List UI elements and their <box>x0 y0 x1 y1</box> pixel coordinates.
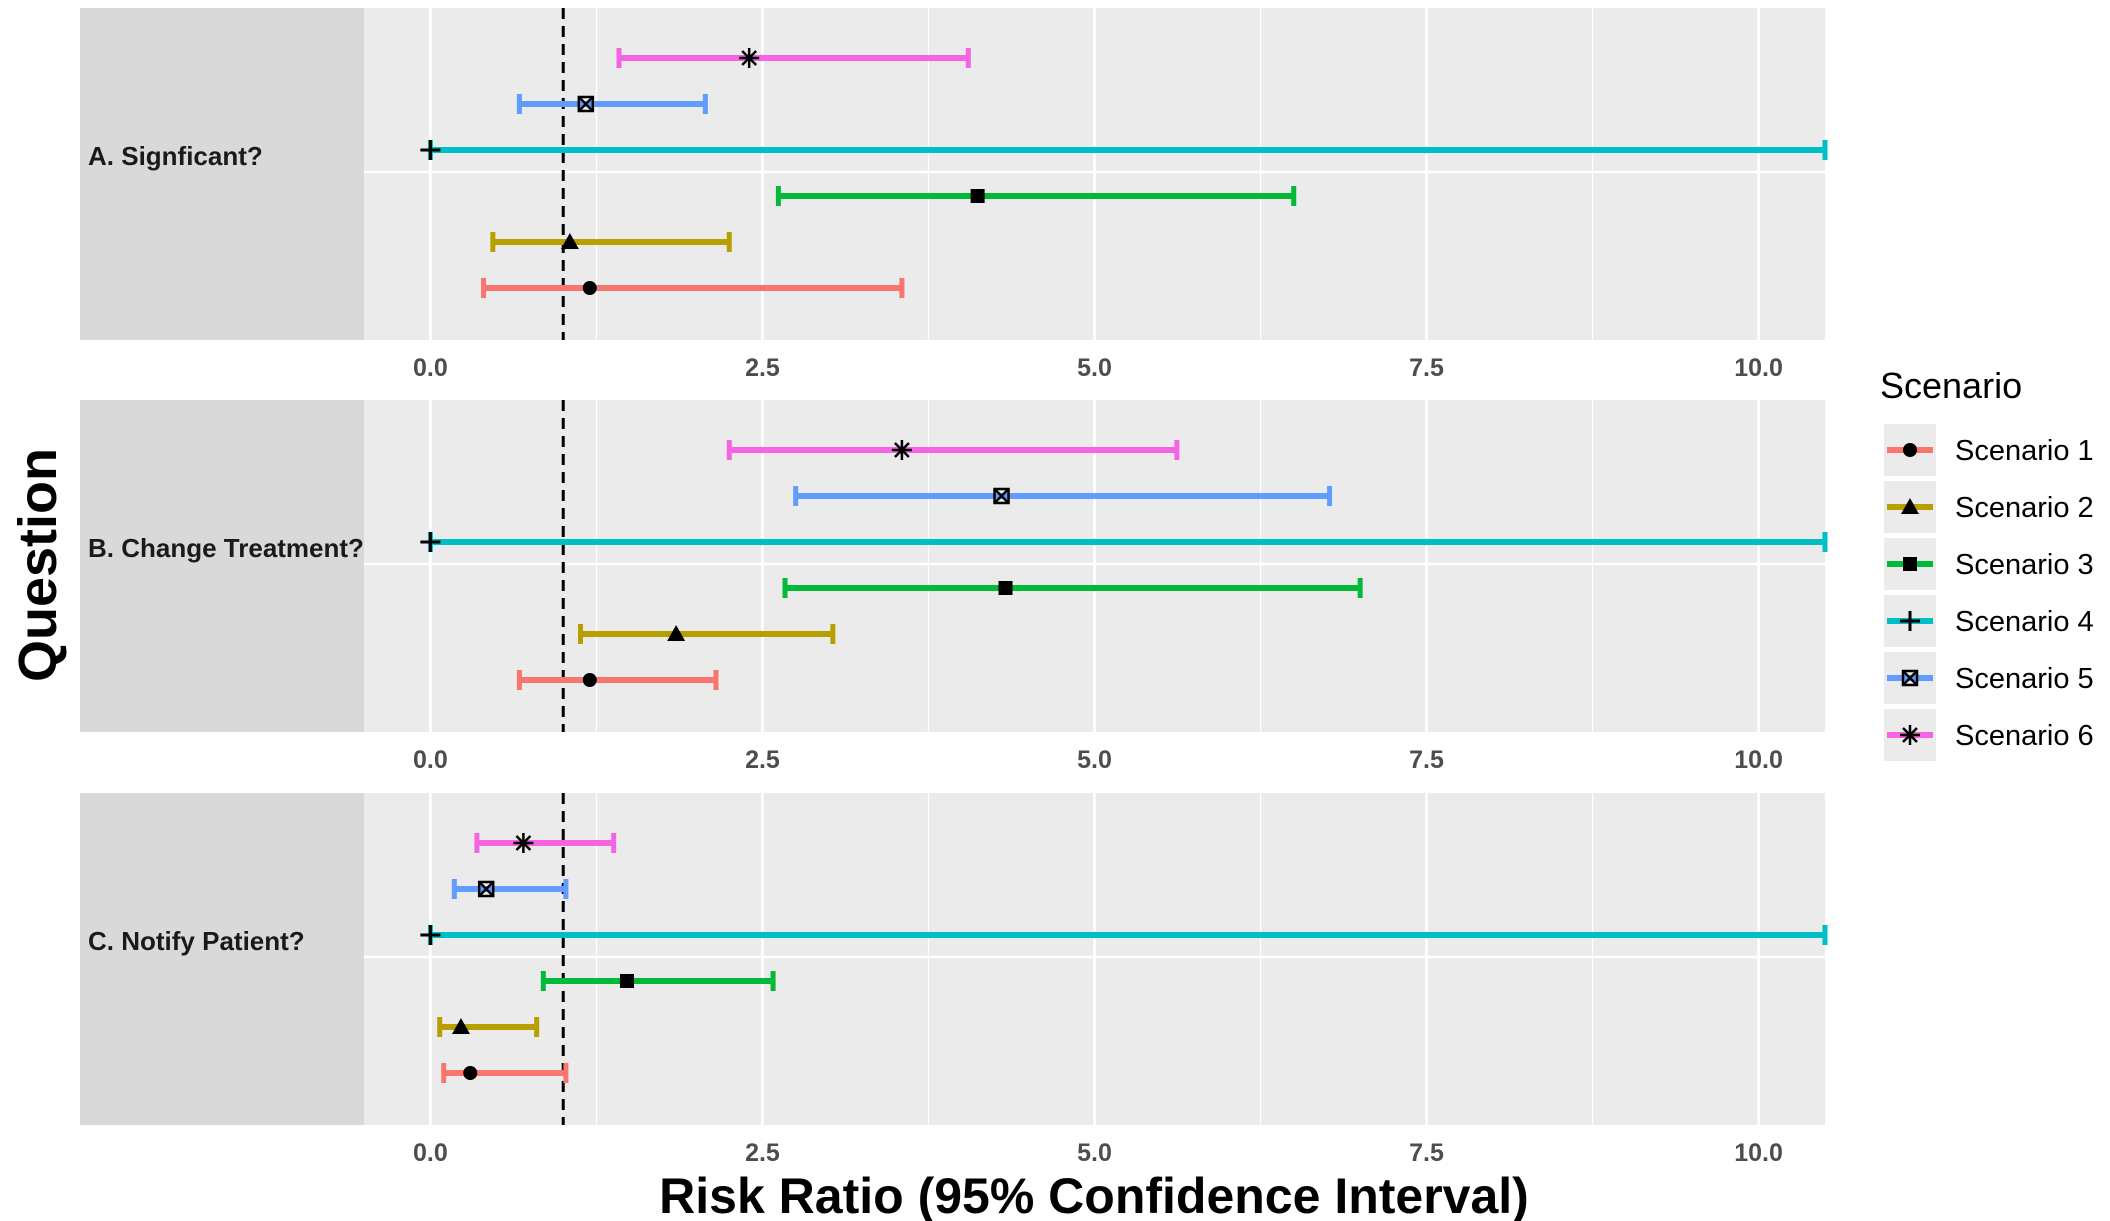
x-tick-label: 5.0 <box>1077 354 1112 382</box>
estimate-scenario-2 <box>490 232 732 252</box>
point-estimate <box>582 673 597 687</box>
estimate-scenario-1 <box>481 278 905 298</box>
panel-2: B. Change Treatment? 0.0 2.5 5.0 7.5 10.0 <box>80 400 1828 774</box>
point-estimate <box>667 625 686 641</box>
estimate-scenario-6 <box>616 48 971 68</box>
point-estimate <box>993 487 1010 505</box>
estimate-scenario-1 <box>441 1063 569 1083</box>
estimate-scenario-4 <box>420 532 1828 552</box>
legend-item-3: Scenario 3 <box>1884 538 2094 590</box>
point-estimate <box>463 1066 478 1080</box>
legend-marker <box>1901 669 1919 687</box>
point-estimate <box>891 440 912 460</box>
estimate-scenario-3 <box>540 971 776 991</box>
estimate-scenario-4 <box>420 925 1828 945</box>
point-estimate <box>560 233 579 249</box>
legend-marker <box>1903 557 1917 571</box>
legend-item-2: Scenario 2 <box>1884 481 2094 533</box>
point-estimate <box>619 974 634 988</box>
point-estimate <box>998 581 1013 595</box>
panel-label: A. Signficant? <box>88 141 263 171</box>
x-tick-label: 0.0 <box>413 746 448 774</box>
legend-marker <box>1900 725 1920 745</box>
x-tick-label: 7.5 <box>1409 1139 1444 1167</box>
x-tick-label: 2.5 <box>745 746 780 774</box>
point-estimate <box>970 189 985 203</box>
x-tick-label: 10.0 <box>1734 746 1783 774</box>
legend-item-5: Scenario 5 <box>1884 652 2094 704</box>
legend-item-1: Scenario 1 <box>1884 424 2094 476</box>
legend-marker <box>1903 443 1917 457</box>
legend-label: Scenario 2 <box>1955 492 2094 524</box>
x-tick-label: 2.5 <box>745 354 780 382</box>
estimate-scenario-2 <box>437 1017 540 1037</box>
panel-3: C. Notify Patient? 0.0 2.5 5.0 7.5 10.0 <box>80 793 1828 1167</box>
panels-layer: A. Signficant?0.0 2.5 5.0 7.5 10.0B. Change … <box>80 8 1828 1167</box>
estimate-scenario-1 <box>516 670 719 690</box>
panel-strip <box>80 793 364 1125</box>
legend-label: Scenario 1 <box>1955 435 2094 467</box>
estimate-scenario-3 <box>775 186 1297 206</box>
legend-label: Scenario 5 <box>1955 663 2094 695</box>
point-estimate <box>582 281 597 295</box>
legend-title: Scenario <box>1880 365 2022 406</box>
point-estimate <box>577 95 595 113</box>
legend-item-4: Scenario 4 <box>1884 595 2094 647</box>
x-tick-label: 10.0 <box>1734 1139 1783 1167</box>
estimate-scenario-2 <box>577 624 836 644</box>
estimate-scenario-5 <box>451 879 569 899</box>
point-estimate <box>513 833 534 853</box>
x-tick-label: 0.0 <box>413 1139 448 1167</box>
panel-label: C. Notify Patient? <box>88 926 305 956</box>
estimate-scenario-3 <box>782 578 1363 598</box>
legend-label: Scenario 6 <box>1955 720 2094 752</box>
y-axis-title: Question <box>8 448 68 682</box>
point-estimate <box>739 48 760 68</box>
panel-1: A. Signficant? 0.0 2.5 5.0 7.5 10.0 <box>80 8 1828 382</box>
point-estimate <box>477 880 495 898</box>
panel-label: B. Change Treatment? <box>88 533 364 563</box>
point-estimate <box>420 140 441 160</box>
estimate-scenario-6 <box>726 440 1180 460</box>
legend-marker <box>1901 498 1919 514</box>
x-tick-label: 10.0 <box>1734 354 1783 382</box>
x-tick-label: 7.5 <box>1409 354 1444 382</box>
x-tick-label: 5.0 <box>1077 746 1112 774</box>
point-estimate <box>420 925 441 945</box>
legend-marker <box>1900 611 1920 631</box>
x-tick-label: 7.5 <box>1409 746 1444 774</box>
legend-item-6: Scenario 6 <box>1884 709 2094 761</box>
estimate-scenario-4 <box>420 140 1828 160</box>
point-estimate <box>451 1018 470 1034</box>
estimate-scenario-5 <box>793 486 1333 506</box>
legend-label: Scenario 3 <box>1955 549 2094 581</box>
legend: Scenario Scenario 1 Scenario 2 Scenario 3 Sc… <box>1880 365 2094 761</box>
estimate-scenario-6 <box>474 833 617 853</box>
x-tick-label: 2.5 <box>745 1139 780 1167</box>
panel-strip <box>80 8 364 340</box>
x-tick-label: 0.0 <box>413 354 448 382</box>
point-estimate <box>420 532 441 552</box>
x-tick-label: 5.0 <box>1077 1139 1112 1167</box>
legend-label: Scenario 4 <box>1955 606 2094 638</box>
panel-strip <box>80 400 364 732</box>
estimate-scenario-5 <box>516 94 708 114</box>
x-axis-title: Risk Ratio (95% Confidence Interval) <box>659 1168 1529 1221</box>
